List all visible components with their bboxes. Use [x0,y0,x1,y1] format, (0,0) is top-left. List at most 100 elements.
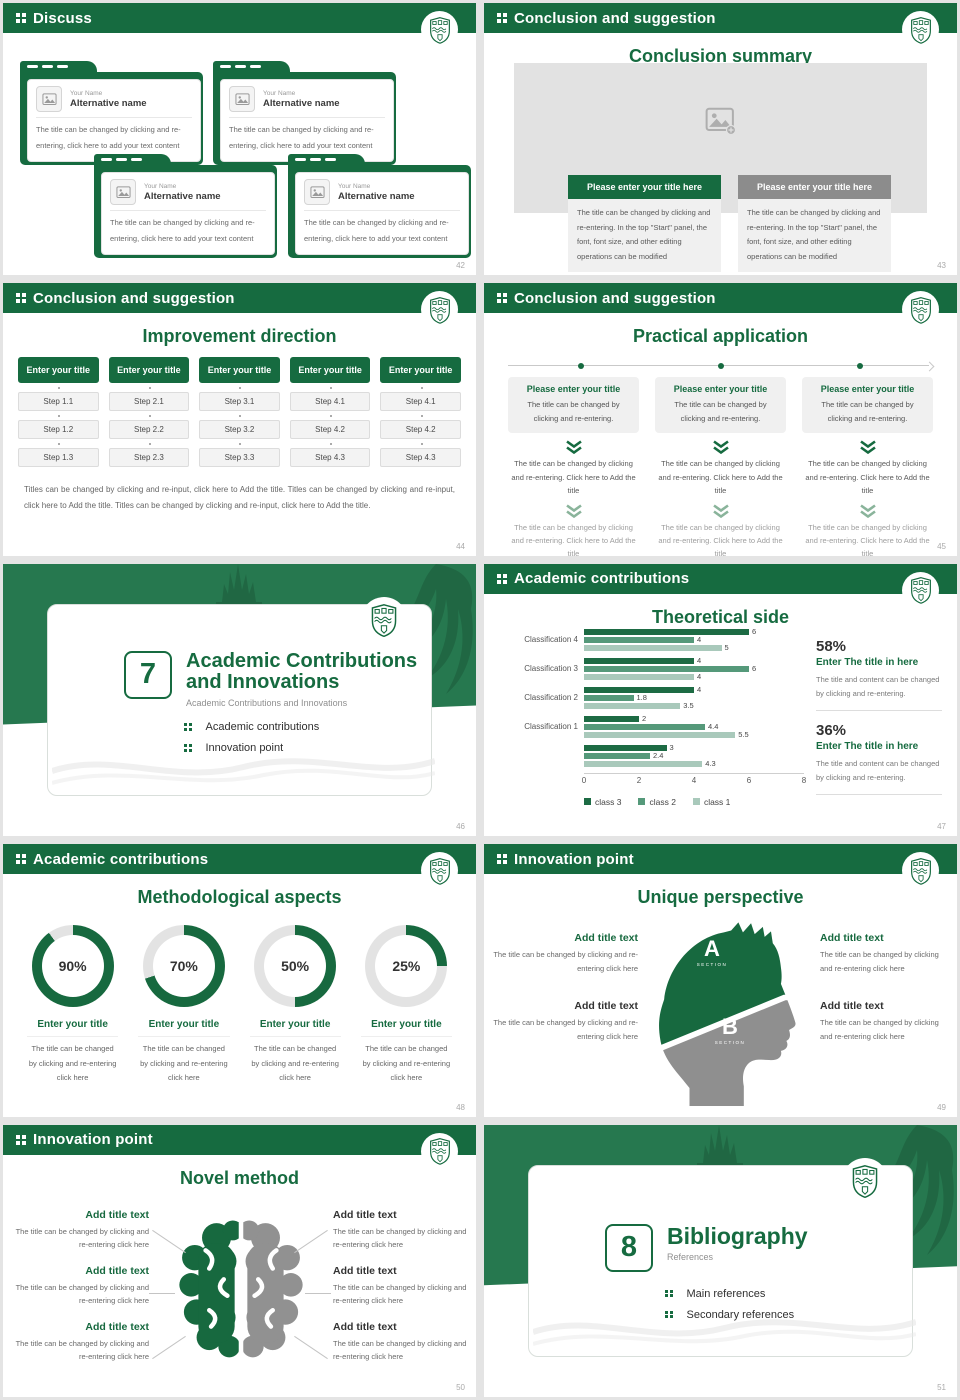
header-title: Innovation point [514,850,634,868]
university-crest-logo [902,291,939,329]
folder-tab [288,154,365,165]
column-title: Please enter your title [526,384,621,395]
section-number: 7 [124,650,172,699]
bar-value: 2.4 [653,751,664,761]
section-card: 7 Academic Contributions and Innovations… [47,596,435,797]
tier-text: The title can be changed by clicking and… [805,459,930,495]
card-alt-name: Alternative name [144,190,221,202]
double-chevron-down-icon [859,503,876,518]
legend-swatch-icon [692,798,700,806]
bar [584,702,681,709]
bar [584,694,634,701]
axis-tick: 8 [801,775,807,785]
header-grid-icon [16,854,26,865]
section-word: SECTION [714,1040,746,1046]
improvement-columns: Enter your title Step 1.1 Step 1.2 Step … [18,357,461,468]
summary-body: The title can be changed by clicking and… [738,199,891,272]
block-body: The title can be changed by clicking and… [493,1018,638,1041]
title-button: Enter your title [108,357,190,384]
discuss-card: Your Name Alternative name The title can… [213,61,396,166]
donut-block: Enter your title The title can be change… [249,925,341,1086]
summary-title-bar: Please enter your title here [738,175,891,199]
page-number: 46 [456,822,465,832]
bullet-label: Innovation point [205,741,284,754]
improvement-column: Enter your title Step 4.1 Step 4.2 Step … [289,357,371,468]
card-name-label: Your Name [70,89,103,97]
header-title: Academic contributions [33,850,209,868]
university-crest-logo [361,596,407,643]
university-crest-logo [421,11,458,48]
slide-header-bar: Discuss [3,3,476,33]
bar [584,744,667,751]
donut-row: Enter your title The title can be change… [27,925,452,1086]
practical-column: Please enter your title The title can be… [508,377,639,556]
slide-section-8[interactable]: 8 Bibliography References Main reference… [484,1124,957,1397]
donut-block: Enter your title The title can be change… [360,925,452,1086]
bar-value: 5 [724,643,729,653]
section-bullet: Secondary references [665,1309,912,1321]
discuss-card: Your Name Alternative name The title can… [94,154,277,259]
improvement-column: Enter your title Step 1.1 Step 1.2 Step … [18,357,99,468]
step-box: Step 4.1 [289,387,371,412]
block-title: Add title text [820,1000,884,1013]
image-icon [110,179,136,205]
bar-value: 4 [697,685,702,695]
section-word: SECTION [696,962,728,968]
discuss-card: Your Name Alternative name The title can… [288,154,471,259]
university-crest-logo [421,1132,458,1170]
double-chevron-down-icon [859,440,876,455]
slide-novel-method[interactable]: Innovation point Novel method [3,1124,476,1397]
legend-label: class 2 [649,796,676,807]
page-number: 51 [937,1382,946,1392]
bar [584,628,749,635]
step-box: Step 4.2 [289,415,371,440]
block-body: The title can be changed by clicking and… [15,1226,149,1250]
step-box: Step 4.3 [289,443,371,468]
slide-conclusion-summary[interactable]: Conclusion and suggestion Conclusion sum… [484,3,957,276]
bar-value: 5.5 [738,730,749,740]
legend-item: class 2 [638,796,676,807]
section-title-line2: and Innovations [186,671,340,694]
university-crest-logo [902,11,939,48]
donut-body: The title can be changed by clicking and… [251,1044,339,1083]
page-number: 45 [937,541,946,551]
brain-graphic [179,1220,303,1365]
summary-body: The title can be changed by clicking and… [568,199,721,272]
bar-value: 4 [697,672,702,682]
bar [584,657,694,664]
header-title: Innovation point [33,1131,153,1149]
practical-columns: Please enter your title The title can be… [508,377,933,556]
slide-title: Conclusion summary [628,46,813,66]
slide-improvement-direction[interactable]: Conclusion and suggestion Improvement di… [3,283,476,556]
block-title: Add title text [85,1320,149,1333]
header-title: Academic contributions [514,570,690,588]
column-title: Please enter your title [820,384,915,395]
slide-discuss[interactable]: Discuss Your Name Alternative name The t… [3,3,476,276]
header-grid-icon [497,573,507,584]
text-block: Add title text The title can be changed … [333,1265,473,1308]
section-title-line1: Bibliography [667,1222,808,1249]
card-name-label: Your Name [338,182,371,190]
slide-methodological-aspects[interactable]: Academic contributions Methodological as… [3,844,476,1117]
header-grid-icon [16,1134,26,1145]
block-title: Add title text [333,1264,397,1277]
block-title: Add title text [574,932,638,945]
bar [584,752,650,759]
tier-text: The title can be changed by clicking and… [511,522,636,556]
step-box: Step 1.1 [18,387,99,412]
slide-practical-application[interactable]: Conclusion and suggestion Practical appl… [484,283,957,556]
donut-body: The title can be changed by clicking and… [140,1044,228,1083]
title-button: Enter your title [380,357,461,384]
donut-title: Enter your title [249,1019,341,1038]
bar [584,715,639,722]
stat-body: The title and content can be changed by … [816,673,942,712]
slide-section-7[interactable]: 7 Academic Contributions and Innovations… [3,563,476,837]
slide-title: Theoretical side [651,606,790,627]
section-letter: B [722,1014,738,1040]
stat-body: The title and content can be changed by … [816,757,942,796]
slide-header-bar: Conclusion and suggestion [484,3,957,33]
legend-label: class 3 [595,796,622,807]
slide-unique-perspective[interactable]: Innovation point Unique perspective A SE… [484,844,957,1117]
slide-theoretical-side[interactable]: Academic contributions Theoretical side … [484,563,957,837]
block-body: The title can be changed by clicking and… [493,950,638,973]
